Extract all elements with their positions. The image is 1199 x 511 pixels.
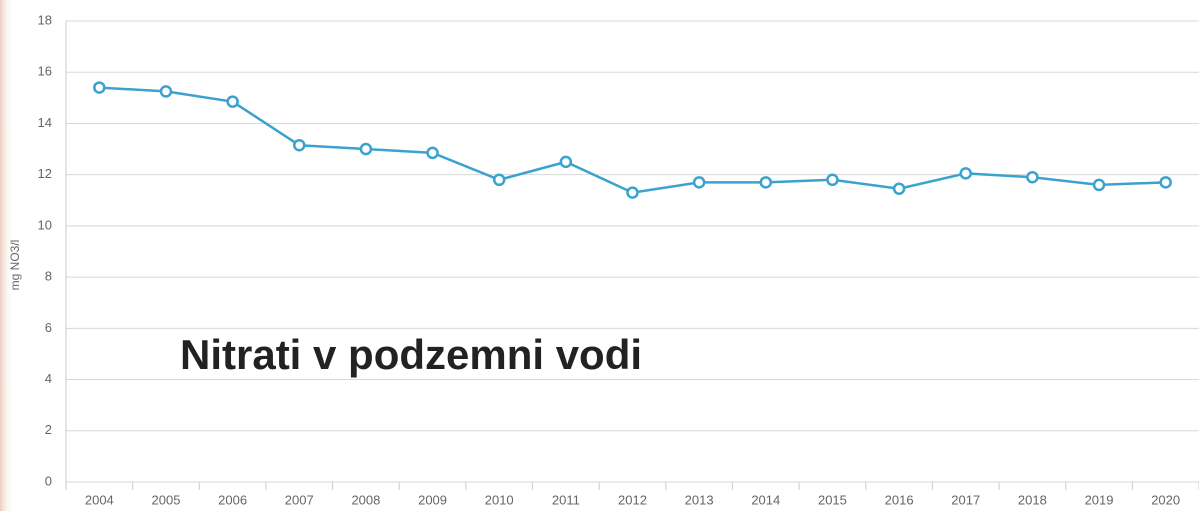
x-tick-label: 2016 [885, 492, 914, 507]
x-tick-label: 2015 [818, 492, 847, 507]
data-point [359, 142, 373, 156]
y-tick-label: 6 [45, 320, 52, 335]
x-tick-label: 2010 [485, 492, 514, 507]
x-tick-label: 2017 [951, 492, 980, 507]
data-point [293, 138, 306, 152]
data-point [492, 173, 506, 187]
y-tick-label: 0 [45, 473, 52, 488]
data-point [692, 176, 706, 189]
data-point [559, 155, 573, 169]
y-tick-label: 16 [38, 64, 52, 79]
data-point [826, 173, 839, 187]
x-tick-label: 2007 [285, 492, 314, 507]
chart-title: Nitrati v podzemni vodi [180, 331, 642, 378]
data-point [1026, 170, 1039, 184]
x-tick-label: 2011 [552, 492, 580, 507]
y-tick-label: 8 [45, 269, 52, 284]
data-point [159, 85, 173, 98]
y-tick-label: 12 [38, 166, 52, 181]
y-tick-label: 4 [45, 371, 52, 386]
data-point [93, 81, 106, 94]
x-tick-label: 2014 [751, 492, 780, 507]
y-tick-label: 10 [38, 217, 52, 232]
x-tick-label: 2005 [152, 492, 181, 507]
y-tick-label: 14 [38, 115, 52, 130]
x-tick-label: 2008 [351, 492, 380, 507]
edge-shade [0, 0, 14, 511]
x-tick-label: 2019 [1085, 492, 1114, 507]
x-tick-label: 2020 [1151, 492, 1180, 507]
x-tick-label: 2012 [618, 492, 647, 507]
data-point [892, 182, 906, 196]
data-point [626, 186, 639, 199]
y-axis-label: mg NO3/l [8, 240, 22, 291]
y-tick-label: 2 [45, 422, 52, 437]
data-point [1159, 176, 1172, 189]
grid-layer [65, 20, 1199, 490]
x-tick-label: 2004 [85, 492, 114, 507]
data-point [759, 176, 773, 189]
x-tick-label: 2013 [685, 492, 714, 507]
data-point [1092, 178, 1106, 192]
data-line [99, 86, 1166, 194]
data-point [226, 95, 239, 108]
x-tick-label: 2009 [418, 492, 447, 507]
y-tick-label: 18 [38, 12, 52, 27]
data-point [426, 146, 439, 160]
data-point [959, 167, 972, 180]
x-tick-label: 2006 [218, 492, 247, 507]
x-tick-label: 2018 [1018, 492, 1047, 507]
